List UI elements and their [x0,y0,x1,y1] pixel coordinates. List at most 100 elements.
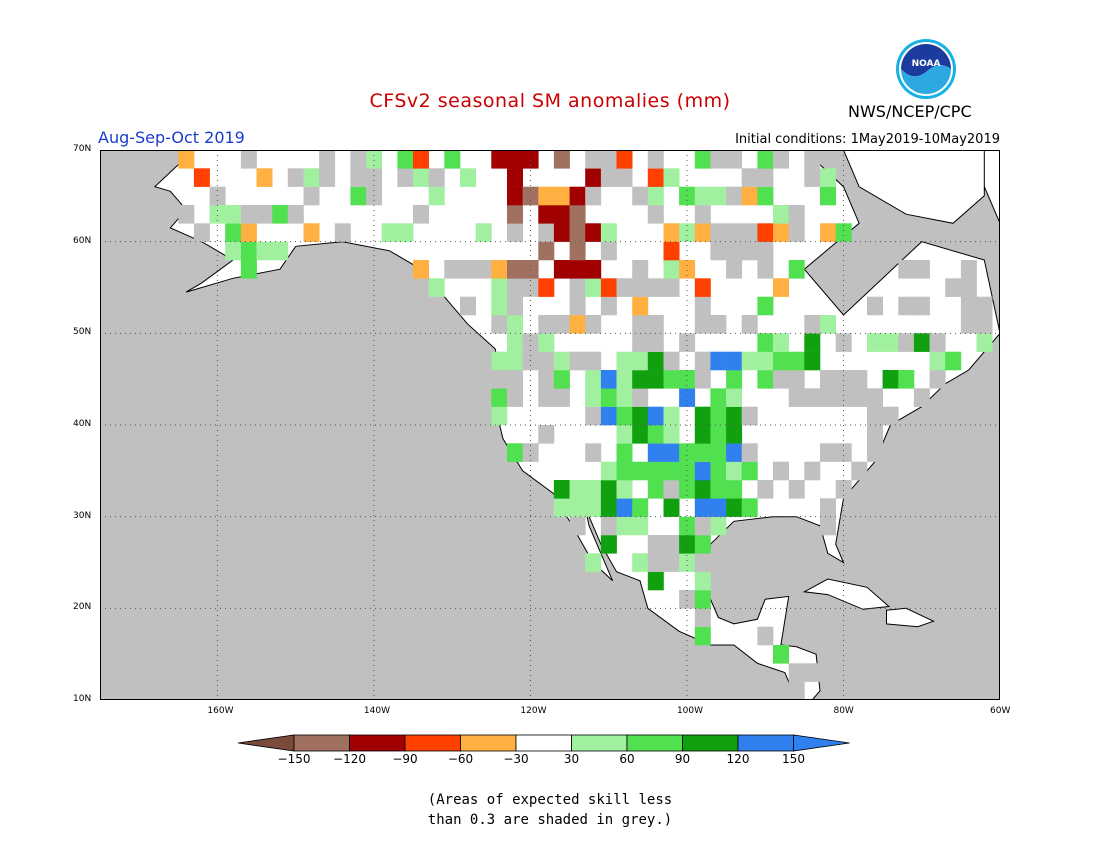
anomaly-cell [773,370,789,389]
anomaly-cell [773,645,789,664]
anomaly-cell [585,278,602,297]
anomaly-cell [569,278,586,297]
anomaly-cell [647,351,664,371]
anomaly-cell [616,351,633,371]
anomaly-cell [679,370,696,389]
anomaly-cell [788,681,805,700]
anomaly-cell [569,205,586,224]
colorbar-swatch [404,734,461,752]
anomaly-cell [929,370,946,389]
anomaly-cell [585,480,602,499]
colorbar-swatch [737,734,794,752]
anomaly-cell [663,351,680,371]
anomaly-cell [616,150,633,169]
anomaly-cell [679,388,696,407]
anomaly-cell [835,370,852,389]
anomaly-cell [632,553,649,572]
anomaly-cell [460,260,476,279]
anomaly-cell [569,516,586,536]
anomaly-cell [600,370,617,389]
anomaly-cell [773,333,789,352]
anomaly-cell [413,168,429,187]
anomaly-cell [319,150,336,169]
anomaly-cell [741,406,758,426]
anomaly-cell [929,333,946,352]
anomaly-cell [867,296,883,316]
anomaly-cell [193,168,210,187]
colorbar-swatch [515,734,572,752]
anomaly-cell [835,333,852,352]
anomaly-cell [820,498,836,517]
anomaly-cell [632,260,649,279]
anomaly-cell [804,663,821,682]
anomaly-cell [428,186,445,206]
lon-tick-label: 80W [833,706,854,716]
anomaly-cell [507,223,523,242]
anomaly-cell [710,461,727,481]
anomaly-cell [882,370,899,389]
anomaly-cell [507,150,523,169]
anomaly-cell [851,388,868,407]
anomaly-cell [538,370,555,389]
anomaly-cell [757,480,774,499]
anomaly-cell [225,241,242,261]
anomaly-cell [726,223,743,242]
anomaly-cell [256,205,273,224]
anomaly-cell [867,443,883,462]
anomaly-cell [867,388,883,407]
anomaly-cell [820,186,836,206]
land-polygon [842,150,985,224]
colorbar-label: 120 [726,752,750,766]
anomaly-cell [632,351,649,371]
anomaly-cell [757,296,774,316]
anomaly-cell [726,388,743,407]
anomaly-cell [507,186,523,206]
anomaly-cell [710,516,727,536]
anomaly-cell [303,223,320,242]
anomaly-cell [491,370,508,389]
anomaly-cell [413,205,429,224]
anomaly-cell [726,443,743,462]
anomaly-cell [475,260,492,279]
anomaly-cell [507,168,523,187]
anomaly-cell [569,260,586,279]
anomaly-cell [929,351,946,371]
anomaly-cell [522,333,539,352]
anomaly-cell [898,260,915,279]
anomaly-cell [679,260,696,279]
anomaly-cell [303,168,320,187]
anomaly-cell [710,150,727,169]
anomaly-cell [585,315,602,334]
anomaly-cell [491,296,508,316]
anomaly-cell [694,296,711,316]
anomaly-cell [460,168,476,187]
anomaly-cell [913,388,930,407]
anomaly-cell [757,351,774,371]
anomaly-cell [616,498,633,517]
anomaly-cell [741,168,758,187]
anomaly-cell [710,223,727,242]
anomaly-cell [679,333,696,352]
anomaly-cell [491,388,508,407]
lat-tick-label: 10N [73,694,92,704]
anomaly-cell [616,461,633,481]
anomaly-cell [710,425,727,444]
anomaly-cell [788,663,805,682]
anomaly-cell [507,296,523,316]
skill-note-line-1: (Areas of expected skill less [427,792,673,808]
anomaly-cell [413,260,429,279]
anomaly-cell [569,498,586,517]
anomaly-cell [757,241,774,261]
anomaly-cell [397,168,414,187]
anomaly-cell [804,315,821,334]
anomaly-cell [225,205,242,224]
anomaly-cell [694,278,711,297]
anomaly-cell [553,315,570,334]
anomaly-cell [569,351,586,371]
anomaly-cell [397,150,414,169]
anomaly-cell [444,150,461,169]
lon-tick-label: 140W [363,706,390,716]
lat-tick-label: 30N [73,510,92,521]
anomaly-cell [632,278,649,297]
anomaly-cell [710,406,727,426]
